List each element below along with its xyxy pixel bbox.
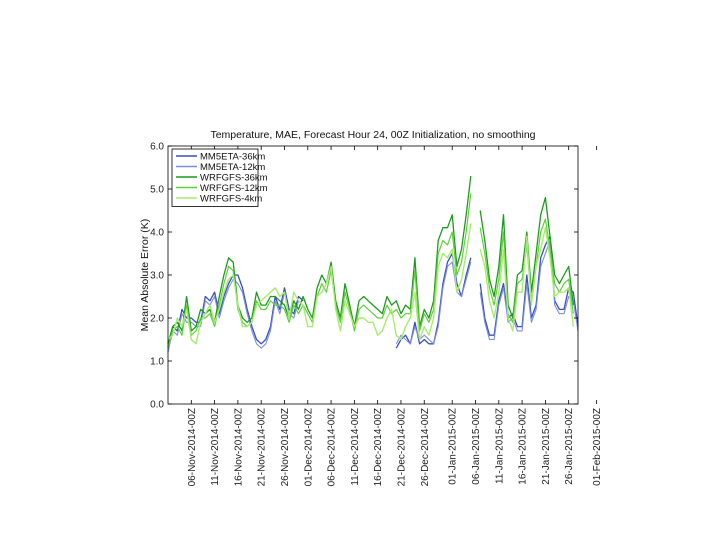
legend-label: WRFGFS-4km (200, 193, 262, 204)
x-tick-label: 16-Nov-2014-00Z (233, 408, 244, 486)
x-tick-label: 11-Dec-2014-00Z (350, 408, 361, 486)
x-tick-label: 11-Nov-2014-00Z (210, 408, 221, 486)
x-tick-label: 06-Jan-2015-00Z (471, 408, 482, 485)
x-tick-label: 01-Feb-2015-00Z (592, 408, 603, 486)
x-tick-label: 21-Jan-2015-00Z (541, 408, 552, 485)
x-tick-label: 11-Jan-2015-00Z (494, 408, 505, 484)
x-tick-label: 26-Jan-2015-00Z (564, 408, 575, 485)
x-tick-label: 01-Jan-2015-00Z (448, 408, 459, 485)
x-tick-label: 26-Nov-2014-00Z (280, 408, 291, 486)
y-tick-label: 4.0 (150, 228, 164, 239)
legend-label: MM5ETA-36km (200, 151, 265, 162)
plot-series-group (167, 176, 579, 353)
legend-label: WRFGFS-36km (200, 172, 268, 183)
x-tick-label: 21-Dec-2014-00Z (396, 408, 407, 486)
x-tick-label: 16-Jan-2015-00Z (518, 408, 529, 485)
legend-label: MM5ETA-12km (200, 162, 265, 173)
series-line-wrfgfs-4km (167, 223, 574, 345)
y-tick-label: 0.0 (150, 400, 164, 411)
chart-title: Temperature, MAE, Forecast Hour 24, 00Z … (210, 129, 535, 141)
series-line-wrfgfs-36km (167, 176, 574, 344)
y-tick-label: 2.0 (150, 314, 164, 325)
y-tick-label: 3.0 (150, 271, 164, 282)
y-axis: 0.0 1.0 2.0 3.0 4.0 5.0 6.0 (150, 142, 578, 411)
y-axis-label: Mean Absolute Error (K) (139, 219, 151, 332)
x-tick-label: 16-Dec-2014-00Z (373, 408, 384, 486)
y-tick-label: 5.0 (150, 185, 164, 196)
legend-label: WRFGFS-12km (200, 183, 268, 194)
x-tick-label: 26-Dec-2014-00Z (420, 408, 431, 486)
x-tick-label: 21-Nov-2014-00Z (257, 408, 268, 486)
x-axis: 06-Nov-2014-00Z 11-Nov-2014-00Z 16-Nov-201… (187, 146, 603, 486)
x-tick-label: 01-Dec-2014-00Z (303, 408, 314, 486)
y-tick-label: 6.0 (150, 142, 164, 153)
x-tick-label: 06-Dec-2014-00Z (327, 408, 338, 486)
x-tick-label: 06-Nov-2014-00Z (187, 408, 198, 486)
legend: MM5ETA-36kmMM5ETA-12kmWRFGFS-36kmWRFGFS-… (171, 148, 268, 207)
y-tick-label: 1.0 (150, 357, 164, 368)
